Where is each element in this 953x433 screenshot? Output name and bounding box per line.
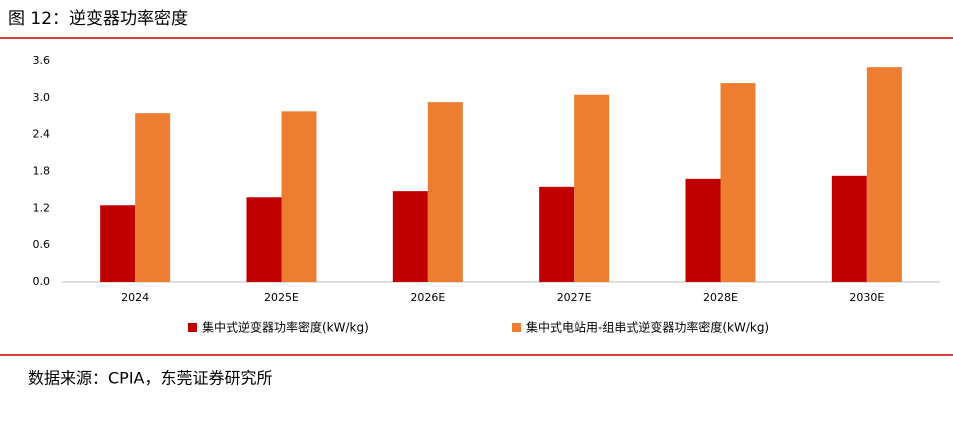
bar [831, 175, 867, 282]
legend-swatch [188, 323, 197, 332]
bar [539, 186, 575, 282]
bar [135, 113, 171, 282]
bar [246, 197, 282, 282]
y-tick-label: 1.2 [33, 201, 51, 214]
y-tick-label: 2.4 [33, 128, 51, 141]
bar [392, 191, 428, 282]
x-tick-label: 2025E [264, 291, 299, 304]
bar [281, 111, 317, 282]
y-tick-label: 0.0 [33, 275, 51, 288]
legend-label: 集中式逆变器功率密度(kW/kg) [202, 320, 369, 335]
y-tick-label: 1.8 [33, 165, 51, 178]
bar [574, 94, 610, 282]
bar [720, 83, 756, 282]
source: 数据来源：CPIA，东莞证券研究所 [28, 369, 273, 388]
bar [685, 178, 721, 282]
x-tick-label: 2028E [703, 291, 738, 304]
legend-swatch [512, 323, 521, 332]
x-tick-label: 2024 [121, 291, 149, 304]
x-tick-label: 2027E [557, 291, 592, 304]
bar [866, 67, 902, 282]
bar [100, 205, 136, 282]
y-tick-label: 3.6 [33, 54, 51, 67]
bar [427, 102, 463, 282]
legend-label: 集中式电站用-组串式逆变器功率密度(kW/kg) [526, 320, 769, 335]
y-tick-label: 0.6 [33, 238, 51, 251]
y-tick-label: 3.0 [33, 91, 51, 104]
x-tick-label: 2030E [849, 291, 884, 304]
chart-title: 图 12：逆变器功率密度 [8, 9, 188, 29]
x-tick-label: 2026E [410, 291, 445, 304]
